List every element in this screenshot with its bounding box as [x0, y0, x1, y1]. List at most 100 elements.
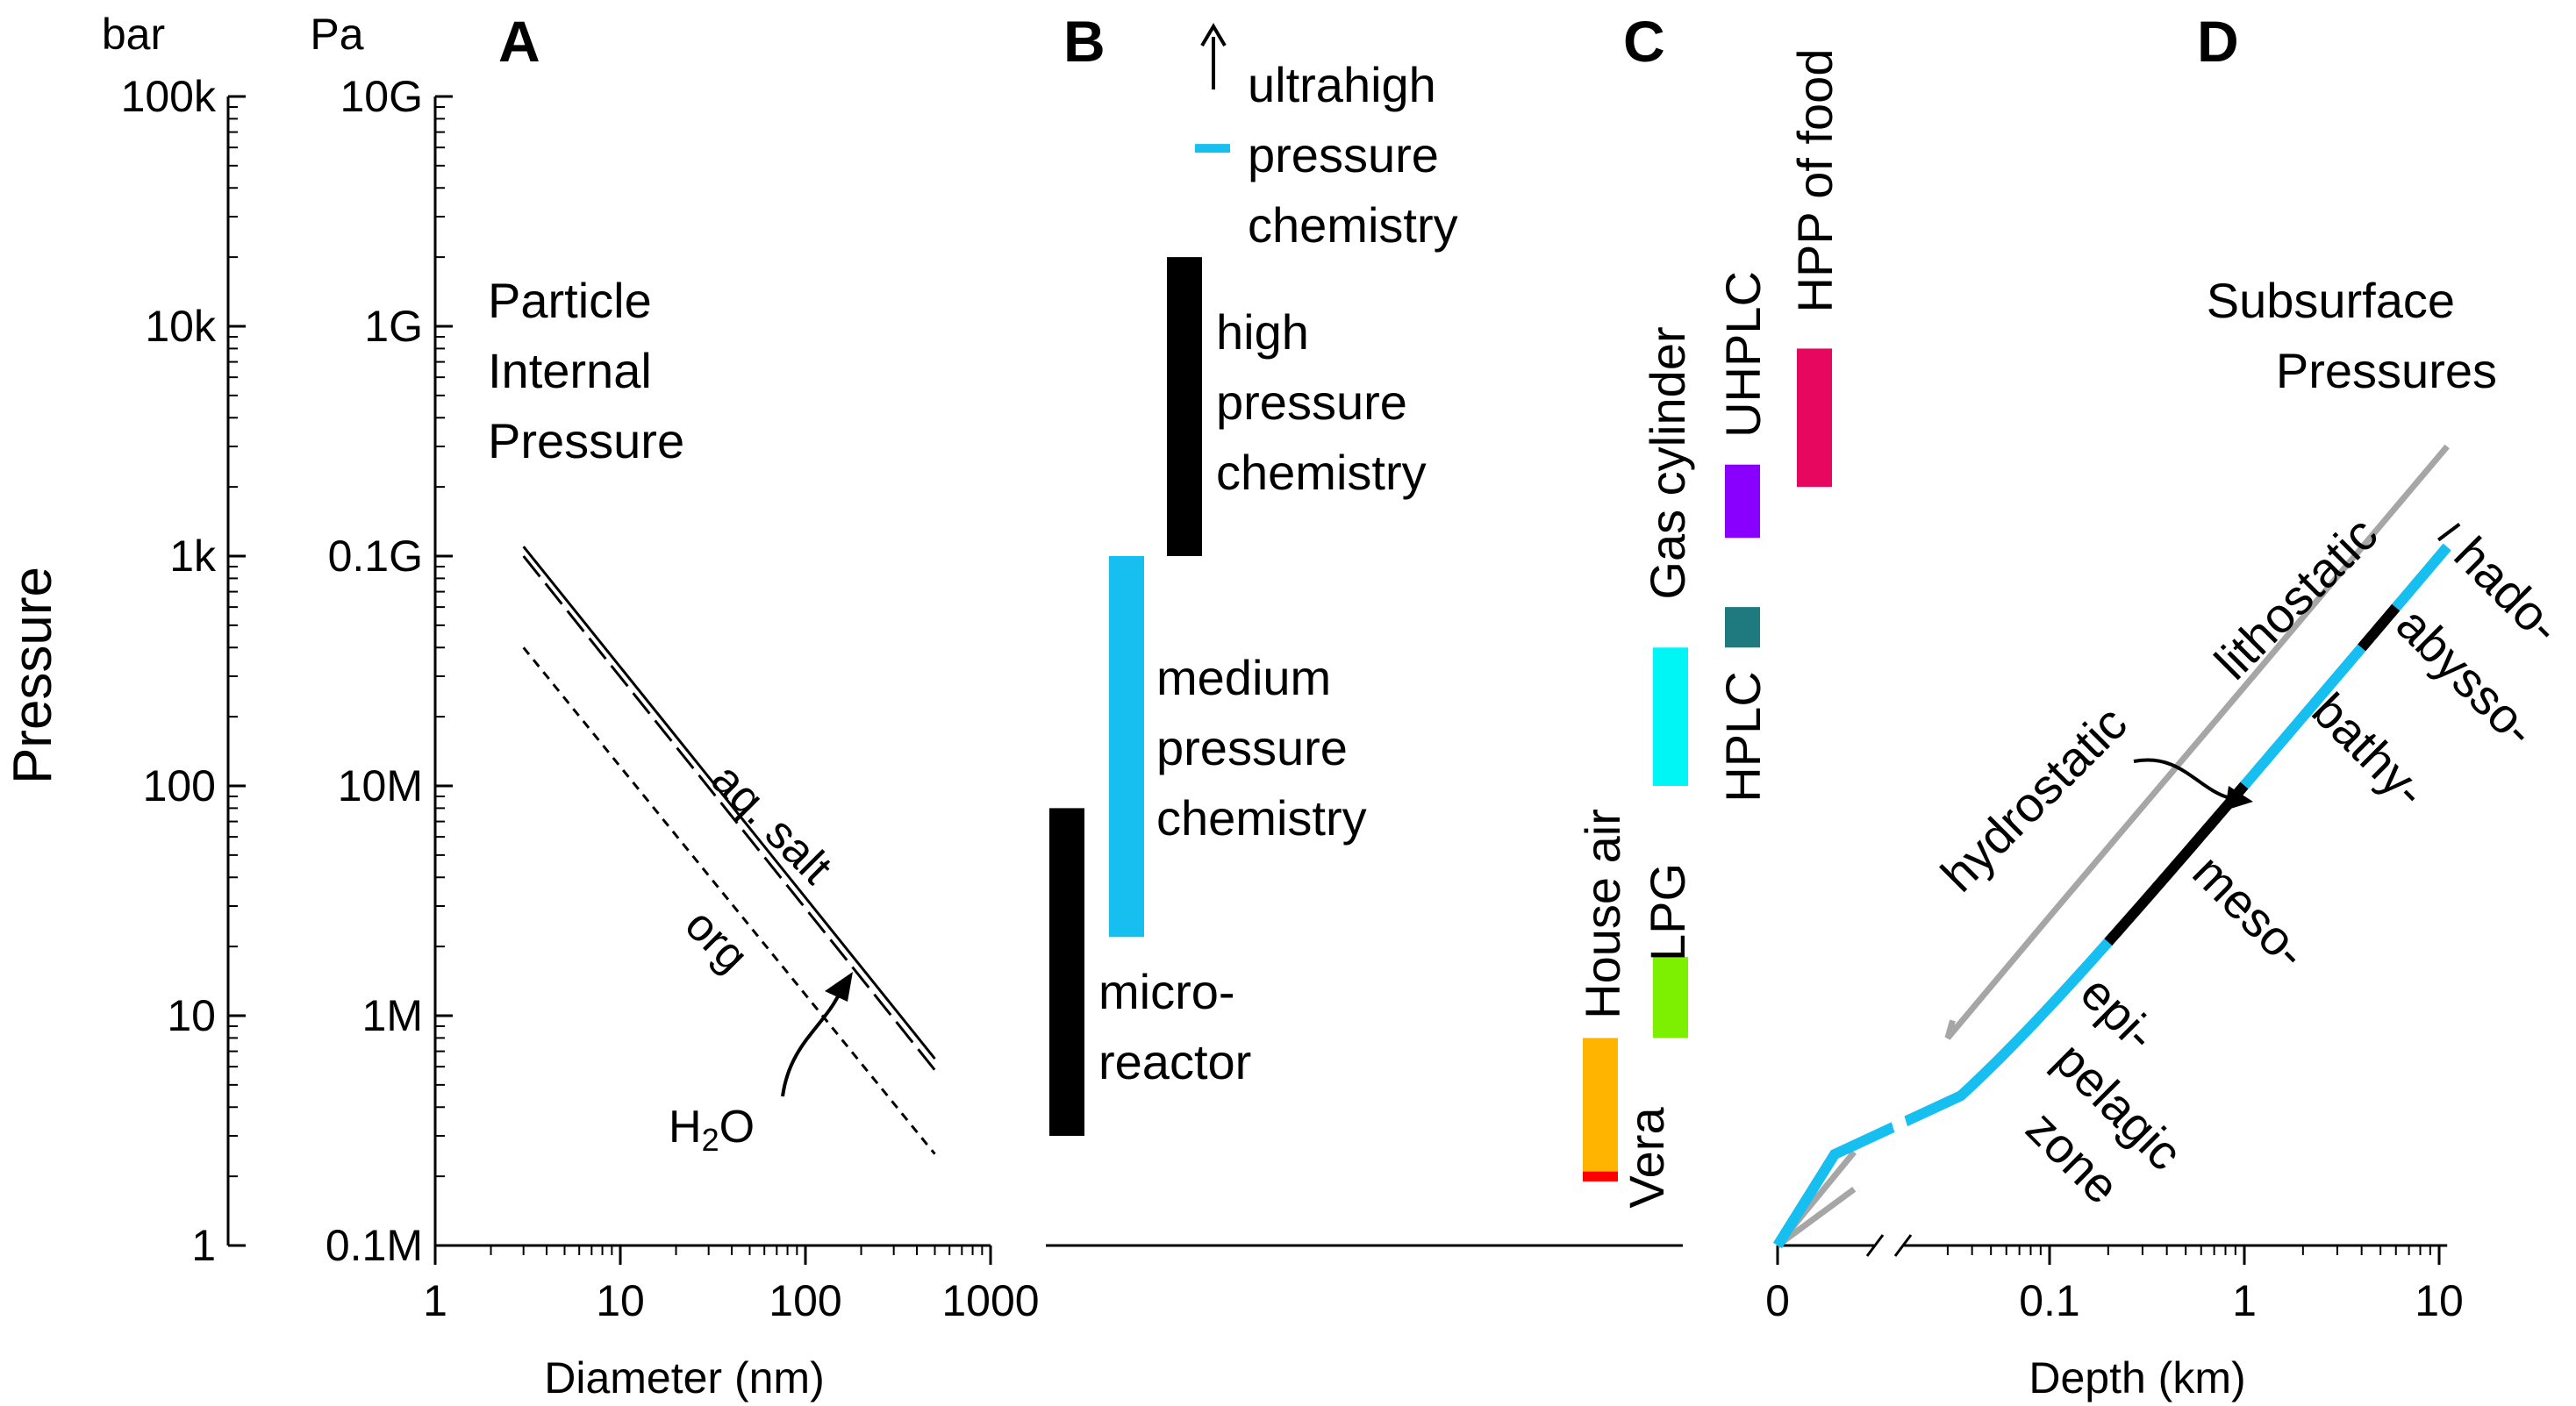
lithostatic-label: lithostatic	[2204, 506, 2388, 690]
medium-pressure-label: medium pressure chemistry	[1156, 650, 1367, 846]
pa-tick-label: 1M	[362, 991, 423, 1040]
high-pressure-label-line: chemistry	[1216, 445, 1427, 500]
micro-reactor-label: micro- reactor	[1098, 964, 1251, 1089]
axis-break-mark	[1893, 1234, 1913, 1257]
panel-a-x-axis-label: Diameter (nm)	[544, 1353, 824, 1402]
series-line-h2o	[522, 555, 936, 1071]
zone-segment-epipelagic-zone	[1772, 939, 2113, 1249]
ultrahigh-label: ultrahigh pressure chemistry	[1248, 57, 1458, 253]
zone-segment-hado-	[2392, 543, 2451, 611]
hplc-label: HPLC	[1715, 671, 1771, 802]
panel-a-title-line: Internal	[488, 343, 652, 398]
h2o-label: H2O	[669, 1102, 755, 1158]
aq-salt-label: aq. salt	[702, 753, 842, 894]
panel-a-lines	[522, 546, 936, 1155]
pa-tick-label: 10G	[340, 72, 423, 121]
hydrostatic-label: hydrostatic	[1930, 695, 2137, 902]
panel-d-tick-label: 10	[2415, 1276, 2464, 1325]
ultrahigh-label-line: ultrahigh	[1248, 57, 1436, 112]
pa-tick-label: 0.1M	[326, 1221, 423, 1270]
bar-micro-reactor	[1049, 808, 1084, 1136]
ultrahigh-label-line: pressure	[1248, 127, 1439, 182]
bar-gas-cylinder	[1653, 647, 1688, 786]
pa-tick-label: 0.1G	[328, 532, 423, 581]
bar-tick-label: 100k	[121, 72, 217, 121]
medium-pressure-label-line: medium	[1156, 650, 1331, 705]
panel-d-title-line: Pressures	[2276, 343, 2497, 398]
bar-tick-label: 100	[143, 761, 216, 810]
bar-medium-pressure-chemistry	[1109, 556, 1144, 938]
zone-segment-abysso-	[2358, 603, 2401, 652]
bar-ultrahigh	[1195, 144, 1230, 153]
zone-segment-bathy-	[2240, 644, 2366, 789]
series-line-lithostatic	[1944, 444, 2450, 1040]
series-line-aq-salt	[522, 546, 936, 1060]
panel-d-x-axis: 0 0.1 1 10	[1765, 1234, 2464, 1325]
bar-house-air	[1583, 1038, 1618, 1172]
bar-tick-label: 1k	[169, 532, 217, 581]
series-line-org	[522, 646, 936, 1155]
axis-break-mark	[1865, 1234, 1885, 1257]
bar-axis: 100k 10k 1k 100 10 1	[121, 72, 246, 1270]
bar-hplc	[1725, 607, 1760, 648]
ultrahigh-label-line: chemistry	[1248, 197, 1458, 253]
epipelagic-label: epi- pelagic zone	[2016, 965, 2193, 1214]
series-line-hydrostatic	[1775, 1187, 1857, 1248]
panel-c-bars	[1583, 348, 1832, 1181]
h2o-arrow	[781, 990, 842, 1097]
panel-b-bars	[1049, 144, 1230, 1136]
panel-a-title-line: Pressure	[488, 413, 684, 468]
axis-break-gap	[1879, 1078, 1909, 1136]
panel-d-x-axis-label: Depth (km)	[2029, 1353, 2245, 1402]
pa-tick-label: 10M	[338, 761, 423, 810]
bathy-label: bathy-	[2302, 682, 2438, 818]
high-pressure-label-line: high	[1216, 304, 1309, 360]
bar-tick-label: 1	[191, 1221, 216, 1270]
bar-tick-label: 10	[167, 991, 216, 1040]
gas-cylinder-label: Gas cylinder	[1640, 326, 1695, 599]
bar-high-pressure-chemistry	[1167, 257, 1202, 556]
panel-d-tick-label: 1	[2232, 1276, 2257, 1325]
panel-d-tick-label: 0.1	[2019, 1276, 2080, 1325]
high-pressure-label-line: pressure	[1216, 375, 1407, 430]
panel-letter-a: A	[498, 9, 540, 74]
org-label: org	[676, 899, 758, 981]
panel-a-tick-label: 10	[596, 1276, 645, 1325]
high-pressure-label: high pressure chemistry	[1216, 304, 1427, 500]
h2o-arrow-head	[825, 972, 853, 1002]
h2o-label-main: H	[669, 1102, 702, 1153]
hydrostatic-arrow-head	[2225, 786, 2253, 810]
panel-a-tick-label: 1000	[941, 1276, 1039, 1325]
medium-pressure-label-line: chemistry	[1156, 790, 1367, 846]
micro-reactor-label-line: reactor	[1098, 1034, 1251, 1089]
micro-reactor-label-line: micro-	[1098, 964, 1235, 1019]
uhplc-label: UHPLC	[1715, 271, 1771, 438]
pa-unit-label: Pa	[310, 10, 363, 59]
bar-lpg	[1653, 957, 1688, 1038]
panel-a-title-line: Particle	[488, 273, 652, 328]
vera-label: Vera	[1619, 1107, 1674, 1209]
y-axis-label: Pressure	[3, 567, 63, 784]
h2o-label-sub: 2	[702, 1122, 719, 1158]
bar-uhplc	[1725, 464, 1760, 539]
medium-pressure-label-line: pressure	[1156, 720, 1348, 775]
pa-tick-label: 1G	[364, 302, 423, 351]
hado-end-tick	[2436, 523, 2461, 542]
panel-d-tick-label: 0	[1765, 1276, 1790, 1325]
panel-a-x-axis: 1 10 100 1000	[423, 1244, 1040, 1325]
bar-tick-label: 10k	[145, 302, 217, 351]
bar-vera	[1583, 1171, 1618, 1181]
panel-d-title-line: Subsurface	[2207, 273, 2455, 328]
hydrostatic-arrow	[2133, 758, 2231, 800]
zone-segment-meso-	[2104, 782, 2249, 946]
bar-hpp-of-food	[1797, 348, 1832, 488]
panel-letter-c: C	[1623, 9, 1665, 74]
ultrahigh-arrow-head	[1200, 23, 1227, 47]
panel-d-lines	[1772, 444, 2461, 1249]
panel-a-tick-label: 1	[423, 1276, 447, 1325]
panel-d-title: Subsurface Pressures	[2207, 273, 2497, 398]
panel-a-tick-label: 100	[769, 1276, 841, 1325]
lpg-label: LPG	[1640, 863, 1695, 961]
h2o-label-tail: O	[719, 1102, 755, 1153]
